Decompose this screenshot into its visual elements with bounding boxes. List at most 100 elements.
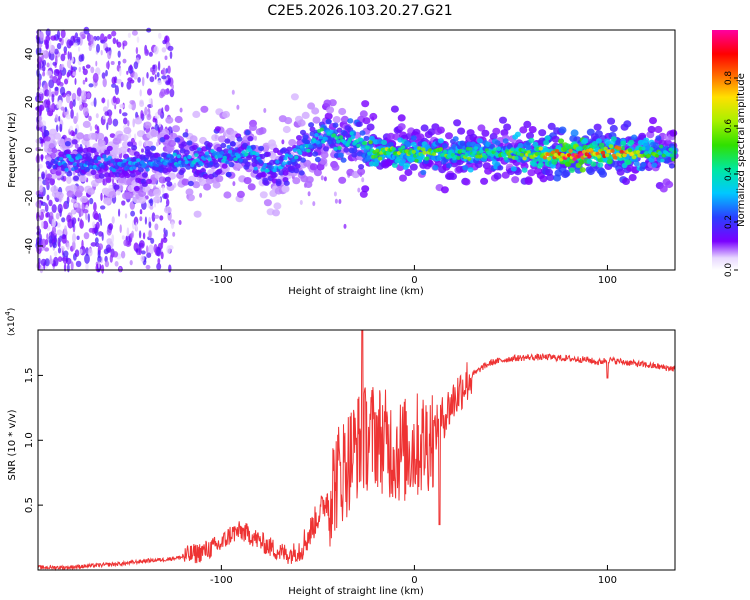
spectrogram-noise-speckle bbox=[90, 242, 97, 247]
spectrogram-ridge-cell bbox=[349, 131, 354, 136]
spectrogram-ridge-cell bbox=[338, 176, 347, 184]
spectrogram-noise-speckle bbox=[83, 26, 90, 35]
spectrogram-noise-speckle bbox=[121, 235, 125, 240]
spectrogram-noise-speckle bbox=[138, 230, 142, 239]
colorbar-label: Normalized spectral amplitude bbox=[736, 73, 747, 227]
spectrogram-ridge-cell bbox=[333, 146, 338, 151]
spectrogram-ridge-cell bbox=[297, 119, 306, 127]
spectrogram-ridge-cell bbox=[100, 164, 106, 169]
spectrogram-noise-speckle bbox=[51, 204, 57, 213]
spectrogram-noise-speckle bbox=[56, 229, 63, 236]
spectrogram-ridge-cell bbox=[607, 117, 616, 125]
spectrogram-ridge-cell bbox=[643, 137, 650, 143]
spectrogram-ridge-cell bbox=[189, 135, 198, 143]
spectrogram-ridge-cell bbox=[306, 148, 311, 153]
spectrogram-ridge-cell bbox=[453, 119, 462, 127]
spectrogram-ridge-cell bbox=[652, 142, 659, 148]
spectrogram-noise-speckle bbox=[91, 221, 96, 229]
spectrogram-noise-speckle bbox=[89, 125, 93, 132]
spectrogram-noise-speckle bbox=[107, 99, 110, 109]
spectrogram-ridge-cell bbox=[243, 177, 252, 185]
spectrogram-noise-speckle bbox=[94, 237, 99, 244]
spectrogram-noise-speckle bbox=[161, 185, 165, 194]
spectrogram-ridge-cell bbox=[521, 167, 528, 173]
spectrogram-x-axis-label: Height of straight line (km) bbox=[288, 286, 424, 297]
spectrogram-ridge-cell bbox=[102, 154, 107, 159]
spectrogram-noise-speckle bbox=[100, 218, 103, 226]
spectrogram-noise-speckle bbox=[142, 232, 146, 240]
spectrogram-ridge-cell bbox=[425, 156, 430, 161]
spectrogram-noise-speckle bbox=[109, 254, 113, 263]
spectrogram-ridge-cell bbox=[373, 154, 379, 159]
spectrogram-ridge-cell bbox=[66, 171, 73, 177]
spectrogram-noise-speckle bbox=[158, 32, 162, 39]
spectrogram-ridge-cell bbox=[531, 161, 538, 167]
spectrogram-noise-speckle bbox=[85, 64, 91, 69]
spectrogram-noise-speckle bbox=[63, 51, 67, 56]
spectrogram-noise-speckle bbox=[231, 89, 235, 95]
spectrogram-noise-speckle bbox=[164, 55, 168, 61]
spectrogram-ridge-cell bbox=[461, 149, 466, 154]
spectrogram-ridge-cell bbox=[131, 145, 138, 151]
spectrogram-noise-speckle bbox=[60, 29, 66, 39]
spectrogram-ridge-cell bbox=[247, 135, 254, 142]
spectrogram-noise-speckle bbox=[114, 261, 119, 267]
colorbar-gradient bbox=[712, 30, 738, 270]
spectrogram-ridge-cell bbox=[144, 158, 149, 162]
spectrogram-ridge-cell bbox=[547, 122, 556, 130]
spectrogram-ridge-cell bbox=[421, 147, 426, 152]
spectrogram-ridge-cell bbox=[181, 178, 190, 186]
spectrogram-ridge-cell bbox=[358, 137, 364, 142]
spectrogram-noise-speckle bbox=[102, 78, 107, 88]
spectrogram-ridge-cell bbox=[219, 151, 225, 155]
snr-y-tick-label: 1.5 bbox=[24, 367, 35, 383]
spectrogram-ridge-cell bbox=[340, 115, 349, 123]
spectrogram-ridge-cell bbox=[510, 166, 517, 172]
spectrogram-ridge-cell bbox=[187, 155, 192, 159]
spectrogram-noise-speckle bbox=[73, 42, 78, 47]
spectrogram-noise-speckle bbox=[161, 47, 167, 53]
spectrogram-ridge-cell bbox=[481, 129, 490, 137]
spectrogram-noise-speckle bbox=[114, 104, 117, 110]
spectrogram-ridge-cell bbox=[459, 140, 466, 146]
spectrogram-noise-speckle bbox=[82, 68, 88, 76]
spectrogram-ridge-cell bbox=[648, 157, 655, 163]
spectrogram-ridge-cell bbox=[537, 161, 544, 168]
spectrogram-noise-speckle bbox=[59, 64, 64, 71]
spectrogram-ridge-cell bbox=[185, 188, 194, 196]
spectrogram-noise-speckle bbox=[94, 213, 99, 221]
spectrogram-ridge-cell bbox=[96, 132, 105, 140]
spectrogram-noise-speckle bbox=[40, 138, 45, 144]
spectrogram-ridge-cell bbox=[449, 172, 457, 180]
spectrogram-noise-speckle bbox=[72, 233, 76, 243]
spectrogram-noise-speckle bbox=[156, 141, 159, 147]
spectrogram-ridge-cell bbox=[609, 124, 618, 133]
spectrogram-noise-speckle bbox=[105, 61, 110, 69]
spectrogram-noise-speckle bbox=[39, 31, 44, 42]
spectrogram-noise-speckle bbox=[97, 261, 101, 269]
spectrogram-noise-speckle bbox=[130, 210, 136, 217]
spectrogram-noise-speckle bbox=[48, 87, 52, 98]
spectrogram-ridge-cell bbox=[136, 158, 141, 163]
spectrogram-ridge-cell bbox=[64, 149, 71, 155]
spectrogram-noise-speckle bbox=[165, 229, 168, 237]
spectrogram-ridge-cell bbox=[258, 145, 265, 152]
spectrogram-ridge-cell bbox=[46, 173, 52, 179]
spectrogram-noise-speckle bbox=[58, 241, 61, 248]
spectrogram-noise-speckle bbox=[140, 255, 145, 262]
spectrogram-ridge-cell bbox=[244, 152, 249, 157]
spectrogram-ridge-cell bbox=[350, 135, 356, 140]
spectrogram-ridge-cell bbox=[582, 138, 589, 144]
spectrogram-noise-speckle bbox=[168, 264, 172, 273]
spectrogram-ridge-cell bbox=[44, 136, 51, 142]
spectrogram-noise-speckle bbox=[46, 194, 50, 201]
spectrogram-ridge-cell bbox=[73, 175, 79, 181]
spectrogram-ridge-cell bbox=[72, 162, 77, 167]
spectrogram-ridge-cell bbox=[594, 130, 603, 138]
spectrogram-ridge-cell bbox=[172, 152, 177, 157]
spectrogram-noise-speckle bbox=[148, 244, 154, 255]
spectrogram-ridge-cell bbox=[510, 147, 515, 152]
spectrogram-noise-speckle bbox=[148, 221, 152, 229]
spectrogram-ridge-cell bbox=[76, 185, 85, 193]
spectrogram-ridge-cell bbox=[313, 169, 322, 177]
